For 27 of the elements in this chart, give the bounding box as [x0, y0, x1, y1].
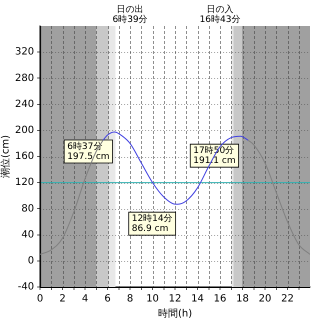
x-tick-label: 12: [168, 294, 182, 305]
y-tick-label: 200: [14, 124, 34, 136]
text: 日の出 6時39分: [112, 4, 148, 25]
x-tick-label: 10: [146, 294, 159, 305]
annotation: 12時14分 86.9 cm: [132, 213, 173, 234]
x-tick-label: 22: [281, 294, 294, 305]
x-tick-label: 6: [104, 294, 111, 305]
x-tick-label: 2: [59, 294, 66, 305]
y-tick-label: 160: [14, 151, 34, 162]
y-tick-label: 80: [21, 203, 34, 214]
text: 日の入 16時43分: [200, 4, 240, 25]
y-axis-title: 潮位(cm): [0, 134, 12, 178]
x-tick-label: 8: [126, 294, 134, 305]
y-tick-label: 0: [28, 255, 34, 266]
x-tick-label: 20: [258, 294, 272, 305]
y-tick-label: 240: [14, 98, 34, 110]
x-tick-label: 0: [36, 294, 44, 305]
x-axis-title: 時間(h): [158, 308, 192, 320]
x-tick-label: 14: [191, 294, 204, 305]
y-tick-label: 40: [21, 229, 34, 240]
y-tick-label: -40: [18, 282, 34, 293]
y-tick-label: 280: [14, 72, 34, 84]
y-tick-label: 320: [14, 46, 34, 58]
x-tick-label: 16: [214, 294, 226, 305]
x-tick-label: 18: [236, 294, 249, 305]
x-tick-label: 4: [82, 294, 88, 305]
y-tick-label: 120: [14, 177, 34, 188]
